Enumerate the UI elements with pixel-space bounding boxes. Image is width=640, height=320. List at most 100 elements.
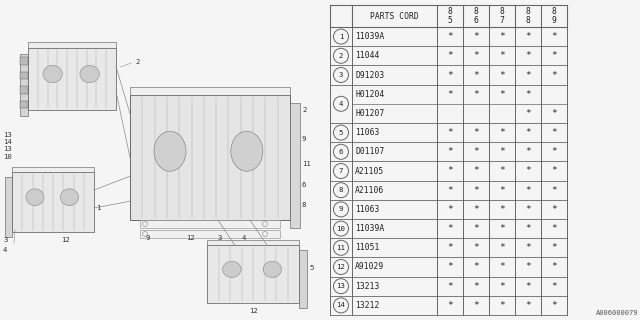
- Text: 13: 13: [337, 283, 346, 289]
- Text: *: *: [473, 70, 479, 79]
- Text: 2: 2: [339, 53, 343, 59]
- Text: 6: 6: [302, 182, 307, 188]
- Text: 8: 8: [500, 7, 504, 16]
- Text: *: *: [447, 128, 453, 137]
- Text: *: *: [473, 51, 479, 60]
- Text: 3: 3: [218, 235, 222, 241]
- Bar: [28, 42, 116, 48]
- Text: 1: 1: [96, 205, 100, 211]
- Text: 8: 8: [339, 187, 343, 193]
- Bar: [20, 57, 28, 65]
- Bar: [299, 250, 307, 308]
- Text: *: *: [447, 301, 453, 310]
- Text: *: *: [525, 205, 531, 214]
- Text: *: *: [447, 186, 453, 195]
- Text: 7: 7: [339, 168, 343, 174]
- Text: *: *: [551, 51, 557, 60]
- Text: 4: 4: [3, 247, 8, 253]
- Text: *: *: [551, 32, 557, 41]
- Text: PARTS CORD: PARTS CORD: [370, 12, 419, 20]
- Text: *: *: [473, 166, 479, 175]
- Text: *: *: [525, 262, 531, 271]
- Text: *: *: [525, 51, 531, 60]
- Text: *: *: [525, 243, 531, 252]
- Text: 4: 4: [242, 235, 246, 241]
- Text: *: *: [525, 166, 531, 175]
- Text: *: *: [473, 205, 479, 214]
- Text: 8: 8: [447, 7, 452, 16]
- Text: *: *: [499, 186, 505, 195]
- Bar: [28, 48, 116, 110]
- Text: *: *: [499, 301, 505, 310]
- Text: *: *: [473, 32, 479, 41]
- Text: *: *: [473, 128, 479, 137]
- Text: *: *: [551, 301, 557, 310]
- Text: 5: 5: [309, 265, 314, 271]
- Text: *: *: [447, 224, 453, 233]
- Text: *: *: [499, 262, 505, 271]
- Ellipse shape: [80, 65, 99, 83]
- Text: *: *: [499, 282, 505, 291]
- Text: 9: 9: [339, 206, 343, 212]
- Text: *: *: [473, 186, 479, 195]
- Bar: [130, 87, 290, 95]
- Text: 5: 5: [339, 130, 343, 136]
- Text: 9: 9: [146, 235, 150, 241]
- Ellipse shape: [43, 65, 62, 83]
- Text: 11051: 11051: [355, 243, 380, 252]
- Bar: [20, 54, 28, 116]
- Text: *: *: [447, 90, 453, 99]
- Text: *: *: [525, 70, 531, 79]
- Text: 12: 12: [61, 237, 70, 243]
- Text: *: *: [525, 109, 531, 118]
- Text: *: *: [499, 70, 505, 79]
- Text: 11044: 11044: [355, 51, 380, 60]
- Ellipse shape: [154, 131, 186, 171]
- Text: H01204: H01204: [355, 90, 384, 99]
- Text: *: *: [473, 90, 479, 99]
- Text: *: *: [473, 301, 479, 310]
- Text: 1: 1: [339, 34, 343, 40]
- Ellipse shape: [263, 261, 282, 277]
- Text: *: *: [551, 128, 557, 137]
- Text: H01207: H01207: [355, 109, 384, 118]
- Text: *: *: [551, 205, 557, 214]
- Text: *: *: [499, 32, 505, 41]
- Text: 11039A: 11039A: [355, 224, 384, 233]
- Text: 9: 9: [302, 136, 307, 142]
- Text: A91029: A91029: [355, 262, 384, 271]
- Text: *: *: [447, 262, 453, 271]
- Text: *: *: [447, 147, 453, 156]
- Bar: [140, 220, 280, 228]
- Text: *: *: [525, 32, 531, 41]
- Text: A21106: A21106: [355, 186, 384, 195]
- Text: 8: 8: [474, 7, 479, 16]
- Text: 13: 13: [3, 146, 12, 152]
- Text: *: *: [551, 109, 557, 118]
- Text: *: *: [499, 205, 505, 214]
- Text: 12: 12: [337, 264, 346, 270]
- Text: *: *: [499, 166, 505, 175]
- Text: 13213: 13213: [355, 282, 380, 291]
- Text: *: *: [473, 224, 479, 233]
- Text: *: *: [499, 224, 505, 233]
- Text: 14: 14: [3, 139, 12, 145]
- Text: *: *: [499, 147, 505, 156]
- Text: *: *: [473, 282, 479, 291]
- Text: *: *: [447, 205, 453, 214]
- Text: 6: 6: [339, 149, 343, 155]
- Ellipse shape: [231, 131, 263, 171]
- Text: 9: 9: [552, 16, 556, 25]
- Bar: [20, 101, 28, 108]
- Text: *: *: [551, 262, 557, 271]
- Text: *: *: [551, 282, 557, 291]
- Text: *: *: [525, 224, 531, 233]
- Text: *: *: [447, 51, 453, 60]
- Text: 12: 12: [186, 235, 195, 241]
- Text: 11: 11: [302, 161, 311, 167]
- Text: *: *: [551, 243, 557, 252]
- Text: *: *: [551, 224, 557, 233]
- Text: D01107: D01107: [355, 147, 384, 156]
- Text: 14: 14: [337, 302, 346, 308]
- Text: A21105: A21105: [355, 166, 384, 175]
